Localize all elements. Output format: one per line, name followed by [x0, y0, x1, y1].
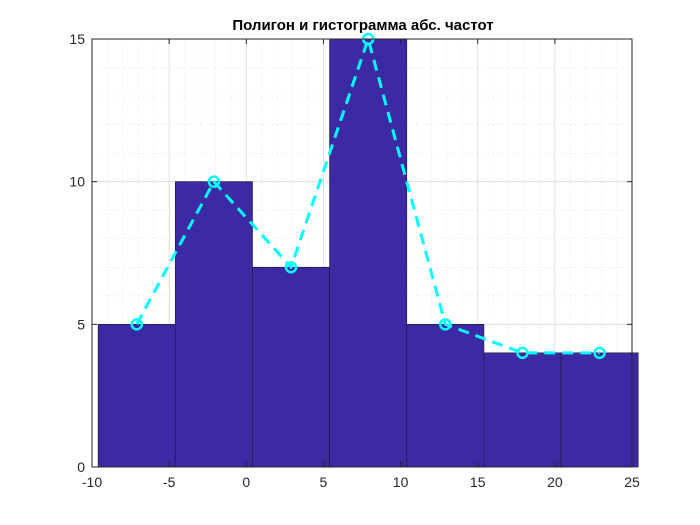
- x-tick-label: 10: [393, 474, 409, 490]
- histogram-bar: [252, 266, 330, 468]
- polygon-point: [284, 261, 298, 274]
- histogram-bar: [560, 352, 639, 468]
- x-tick-label: 5: [320, 474, 328, 490]
- x-tick-label: 25: [624, 474, 640, 490]
- y-tick-labels: 0 5 10 15: [69, 31, 85, 475]
- histogram-bar: [97, 323, 176, 468]
- x-tick-label: 0: [242, 474, 250, 490]
- y-tick-label: 15: [69, 31, 85, 47]
- y-tick-label: 0: [77, 459, 85, 475]
- histogram-bars: [97, 38, 639, 468]
- polygon-point: [516, 346, 529, 360]
- axes-box: [91, 38, 633, 468]
- x-tick-labels: -10 -5 0 5 10 15 20 25: [82, 474, 640, 490]
- histogram-bar: [329, 38, 408, 468]
- histogram-bar: [174, 181, 253, 468]
- polygon-line: [135, 37, 600, 355]
- histogram-bar: [406, 323, 485, 468]
- polygon-point: [207, 175, 221, 188]
- y-tick-label: 5: [77, 316, 85, 332]
- y-tick-label: 10: [69, 174, 85, 190]
- x-tick-label: -10: [82, 474, 102, 490]
- axes: [91, 38, 633, 468]
- x-tick-label: -5: [163, 474, 176, 490]
- polygon-point: [593, 346, 606, 360]
- chart-title: Полигон и гистограмма абс. частот: [232, 17, 493, 34]
- histogram-bar: [483, 352, 562, 468]
- x-tick-label: 20: [547, 474, 563, 490]
- polygon-point: [130, 318, 143, 331]
- x-tick-label: 15: [470, 474, 486, 490]
- polygon-point: [439, 318, 452, 331]
